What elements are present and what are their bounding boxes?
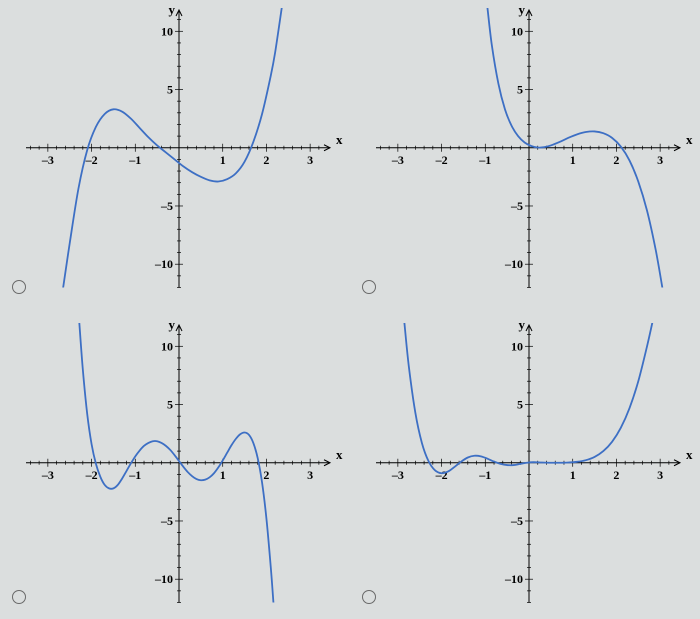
y-tick-label: 5 — [517, 83, 523, 97]
y-tick-label: –5 — [510, 199, 523, 213]
axes: –3 –2 –1 1 2 3 –10 –5 5 10 x y — [376, 317, 693, 603]
x-tick-label: 1 — [570, 467, 576, 481]
x-tick-label: 2 — [613, 153, 619, 167]
x-tick-label: –2 — [85, 467, 98, 481]
y-tick-label: 10 — [511, 24, 523, 38]
y-tick-label: –10 — [154, 572, 173, 586]
chart-panel-top-left: –3–2–1123–10–5510xy — [0, 0, 350, 315]
y-axis-label: y — [519, 2, 526, 17]
x-axis-label: x — [686, 132, 693, 147]
axes: –3–2–1123–10–5510xy — [26, 2, 343, 288]
chart-svg: –3 –2 –1 1 2 3 –10 –5 5 10 x y — [350, 0, 700, 310]
x-tick-label: –3 — [391, 467, 404, 481]
ticks — [30, 20, 319, 288]
option-radio-top-right[interactable] — [362, 280, 376, 294]
x-tick-label: 3 — [657, 153, 663, 167]
x-tick-label: 1 — [570, 153, 576, 167]
x-tick-label: –1 — [128, 467, 141, 481]
chart-svg: –3 –2 –1 1 2 3 –10 –5 5 10 x y — [350, 315, 700, 619]
x-tick-label: –3 — [391, 153, 404, 167]
chart-panel-top-right: –3 –2 –1 1 2 3 –10 –5 5 10 x y — [350, 0, 700, 315]
x-tick-label: 3 — [657, 467, 663, 481]
x-tick-label: 3 — [307, 153, 313, 167]
option-radio-bottom-left[interactable] — [12, 590, 26, 604]
y-tick-label: –5 — [160, 199, 173, 213]
x-axis-label: x — [686, 446, 693, 461]
x-tick-label: –1 — [478, 467, 491, 481]
y-axis-label: y — [169, 2, 176, 17]
x-tick-label: –2 — [435, 467, 448, 481]
y-tick-label: 5 — [167, 397, 173, 411]
chart-panel-bottom-right: –3 –2 –1 1 2 3 –10 –5 5 10 x y — [350, 315, 700, 619]
y-tick-label: –10 — [154, 257, 173, 271]
chart-grid: –3–2–1123–10–5510xy–3–2–1123–10–5510xy–3… — [0, 0, 700, 619]
y-tick-label: 10 — [511, 339, 523, 353]
curve — [404, 323, 652, 473]
chart-svg: –3–2–1123–10–5510xy — [0, 0, 350, 310]
y-tick-label: 5 — [517, 397, 523, 411]
axes: –3 –2 –1 1 2 3 –10 –5 5 10 x y — [376, 2, 693, 288]
x-tick-label: 2 — [263, 153, 269, 167]
x-tick-label: –3 — [41, 467, 54, 481]
axes: –3 –2 –1 1 2 3 –10 –5 5 10 x y — [26, 317, 343, 603]
x-tick-label: 2 — [263, 467, 269, 481]
chart-panel-bottom-left: –3 –2 –1 1 2 3 –10 –5 5 10 x y — [0, 315, 350, 619]
y-axis-label: y — [169, 317, 176, 332]
x-tick-label: –3 — [41, 153, 54, 167]
option-radio-bottom-right[interactable] — [362, 590, 376, 604]
chart-page: –3–2–1123–10–5510xy–3–2–1123–10–5510xy–3… — [0, 0, 700, 619]
x-tick-label: 1 — [220, 467, 226, 481]
ticks — [30, 334, 319, 602]
y-tick-label: 10 — [161, 339, 173, 353]
x-tick-label: 1 — [220, 153, 226, 167]
x-tick-label: –1 — [478, 153, 491, 167]
y-tick-label: –5 — [510, 513, 523, 527]
x-tick-label: 2 — [613, 467, 619, 481]
chart-svg: –3 –2 –1 1 2 3 –10 –5 5 10 x y — [0, 315, 350, 619]
x-tick-label: 3 — [307, 467, 313, 481]
x-tick-label: –1 — [128, 153, 141, 167]
y-tick-label: –10 — [504, 572, 523, 586]
y-tick-label: –5 — [160, 513, 173, 527]
y-tick-label: –10 — [504, 257, 523, 271]
x-tick-label: –2 — [435, 153, 448, 167]
option-radio-top-left[interactable] — [12, 280, 26, 294]
ticks — [380, 334, 669, 602]
y-tick-label: 5 — [167, 83, 173, 97]
x-axis-label: x — [336, 132, 343, 147]
x-axis-label: x — [336, 446, 343, 461]
y-tick-label: 10 — [161, 24, 173, 38]
y-axis-label: y — [519, 317, 526, 332]
